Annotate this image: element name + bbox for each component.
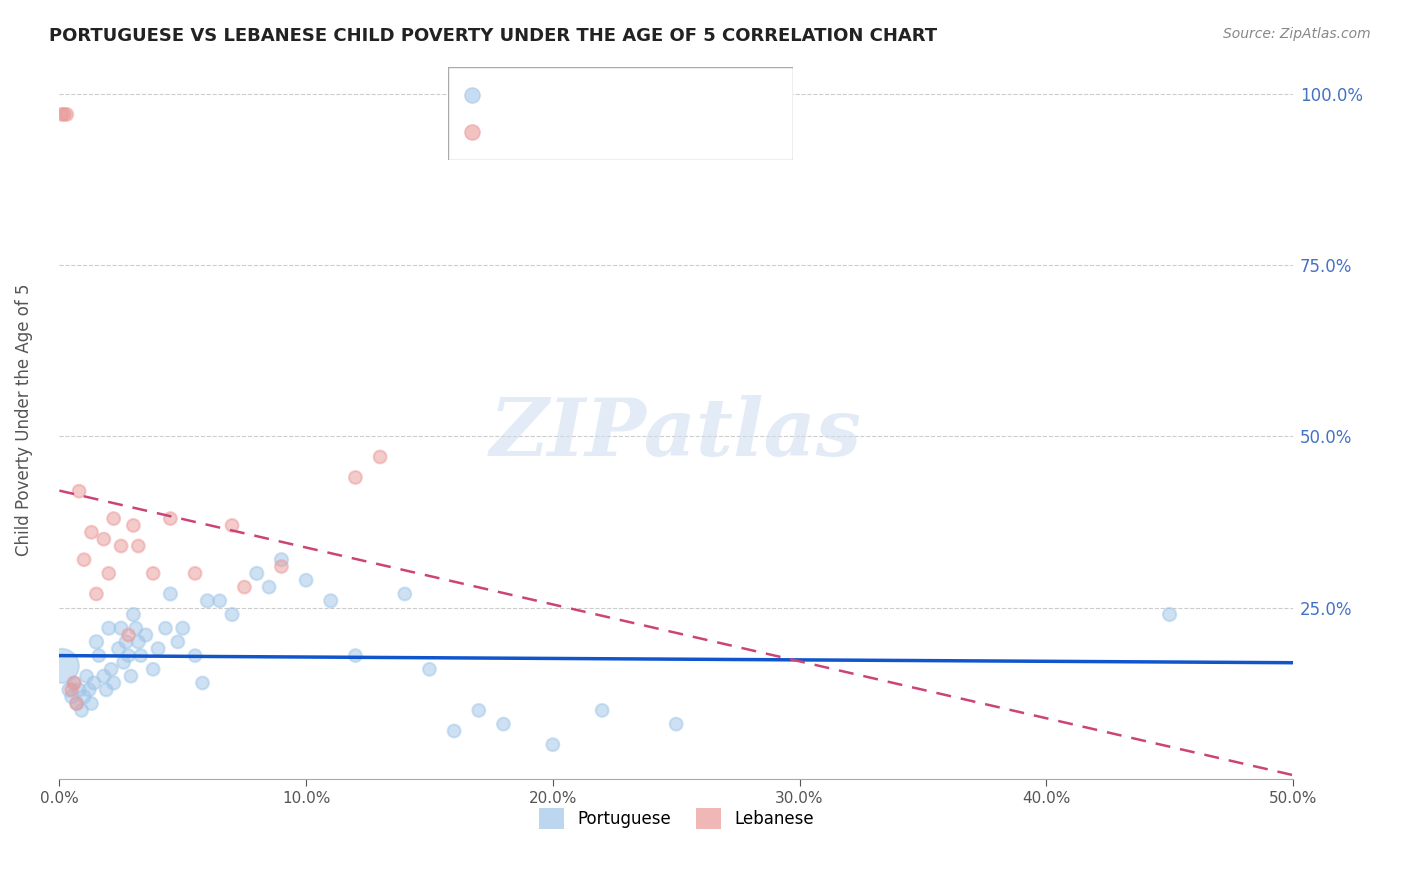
- Point: [541, 738, 564, 752]
- Point: [93, 532, 115, 546]
- Point: [492, 717, 515, 731]
- Point: [591, 703, 613, 717]
- Point: [86, 587, 108, 601]
- Point: [418, 662, 440, 676]
- Point: [233, 580, 256, 594]
- Point: [270, 559, 292, 574]
- Point: [117, 628, 139, 642]
- Legend: Portuguese, Lebanese: Portuguese, Lebanese: [531, 802, 820, 835]
- Point: [107, 641, 129, 656]
- Text: PORTUGUESE VS LEBANESE CHILD POVERTY UNDER THE AGE OF 5 CORRELATION CHART: PORTUGUESE VS LEBANESE CHILD POVERTY UND…: [49, 27, 938, 45]
- Point: [93, 669, 115, 683]
- Point: [120, 669, 142, 683]
- Point: [51, 659, 73, 673]
- Point: [221, 518, 243, 533]
- Point: [468, 703, 491, 717]
- Point: [63, 676, 86, 690]
- Point: [110, 539, 132, 553]
- Point: [125, 621, 148, 635]
- Point: [103, 676, 125, 690]
- Point: [67, 484, 90, 499]
- Point: [80, 697, 103, 711]
- Point: [127, 539, 149, 553]
- Point: [122, 518, 145, 533]
- Point: [142, 662, 165, 676]
- Point: [122, 607, 145, 622]
- Point: [191, 676, 214, 690]
- Point: [73, 552, 96, 566]
- Point: [97, 621, 120, 635]
- Point: [53, 107, 76, 121]
- Point: [135, 628, 157, 642]
- Point: [344, 470, 367, 484]
- Point: [665, 717, 688, 731]
- Point: [319, 594, 342, 608]
- Point: [155, 621, 177, 635]
- Point: [103, 511, 125, 525]
- Point: [96, 682, 118, 697]
- Point: [221, 607, 243, 622]
- Point: [77, 682, 100, 697]
- Point: [115, 635, 138, 649]
- Point: [97, 566, 120, 581]
- Point: [73, 690, 96, 704]
- Point: [66, 697, 89, 711]
- Point: [295, 574, 318, 588]
- Point: [56, 107, 79, 121]
- Point: [67, 682, 90, 697]
- Point: [159, 587, 181, 601]
- Text: ZIPatlas: ZIPatlas: [491, 395, 862, 473]
- Point: [129, 648, 152, 663]
- Point: [86, 635, 108, 649]
- Point: [60, 682, 83, 697]
- Point: [70, 703, 93, 717]
- Point: [184, 648, 207, 663]
- Point: [146, 641, 169, 656]
- Point: [270, 552, 292, 566]
- Point: [257, 580, 280, 594]
- Point: [66, 697, 89, 711]
- Point: [83, 676, 105, 690]
- Point: [246, 566, 269, 581]
- Point: [208, 594, 231, 608]
- Point: [58, 682, 80, 697]
- Point: [142, 566, 165, 581]
- Text: Source: ZipAtlas.com: Source: ZipAtlas.com: [1223, 27, 1371, 41]
- Point: [159, 511, 181, 525]
- Point: [100, 662, 122, 676]
- Point: [76, 669, 98, 683]
- Point: [127, 635, 149, 649]
- Point: [344, 648, 367, 663]
- Point: [51, 107, 73, 121]
- Point: [166, 635, 188, 649]
- Y-axis label: Child Poverty Under the Age of 5: Child Poverty Under the Age of 5: [15, 283, 32, 556]
- Point: [197, 594, 219, 608]
- Point: [172, 621, 194, 635]
- Point: [368, 450, 391, 464]
- Point: [63, 676, 86, 690]
- Point: [443, 723, 465, 738]
- Point: [110, 621, 132, 635]
- Point: [87, 648, 110, 663]
- Point: [60, 690, 83, 704]
- Point: [1159, 607, 1181, 622]
- Point: [394, 587, 416, 601]
- Point: [80, 525, 103, 540]
- Point: [184, 566, 207, 581]
- Point: [117, 648, 139, 663]
- Point: [112, 656, 135, 670]
